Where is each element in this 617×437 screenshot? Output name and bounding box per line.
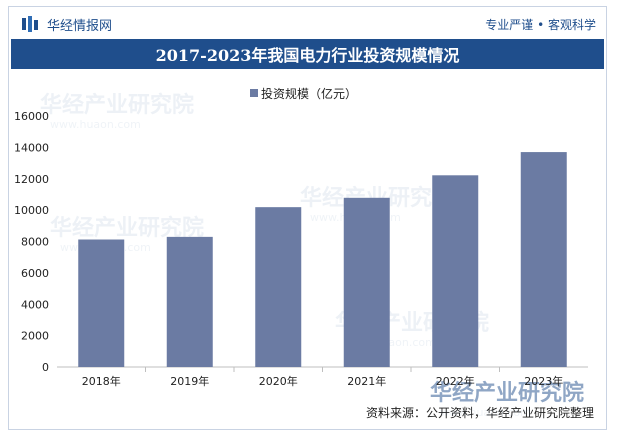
- y-tick-label: 6000: [21, 267, 49, 280]
- x-tick-label: 2023年: [524, 374, 563, 388]
- x-tick-label: 2018年: [82, 374, 121, 388]
- x-tick-label: 2022年: [436, 374, 475, 388]
- chart-title: 2017-2023年我国电力行业投资规模情况: [11, 39, 604, 69]
- y-tick-label: 10000: [14, 204, 49, 217]
- source-note: 资料来源：公开资料，华经产业研究院整理: [365, 406, 594, 420]
- bars: [78, 152, 567, 367]
- brand-name: 华经情报网: [47, 18, 113, 34]
- brand: 华经情报网: [21, 14, 112, 34]
- y-tick-label: 16000: [14, 110, 49, 123]
- brand-logo-icon: [22, 16, 38, 32]
- tagline: 专业严谨 • 客观科学: [485, 18, 596, 32]
- axes: 0 2000 4000 6000 8000 10000 12000 14000 16000 201…: [14, 110, 588, 388]
- legend-label: 投资规模（亿元）: [261, 86, 357, 101]
- watermark-text: 华经产业研究院: [430, 380, 584, 406]
- bar-5: [520, 152, 567, 367]
- bar-2: [255, 207, 302, 367]
- y-tick-label: 0: [42, 361, 49, 374]
- y-tick-label: 4000: [21, 298, 49, 311]
- y-tick-label: 8000: [21, 236, 49, 249]
- y-tick-label: 2000: [21, 330, 49, 343]
- x-tick-label: 2021年: [347, 374, 386, 388]
- legend: 投资规模（亿元）: [250, 86, 357, 101]
- legend-swatch: [250, 89, 258, 97]
- bar-1: [166, 236, 213, 367]
- watermark-url: www.huaon.com: [50, 118, 141, 131]
- watermark-text: 华经产业研究院: [50, 215, 204, 241]
- top-bar: 华经情报网 专业严谨 • 客观科学: [9, 7, 606, 39]
- bar-0: [78, 239, 125, 367]
- bar-4: [432, 175, 479, 367]
- y-tick-label: 12000: [14, 173, 49, 186]
- x-tick-label: 2019年: [170, 374, 209, 388]
- watermark-text: 华经产业研究院: [40, 92, 194, 118]
- bar-3: [343, 197, 390, 367]
- watermark-url: www.huaon.com: [440, 406, 531, 419]
- x-tick-label: 2020年: [259, 374, 298, 388]
- y-tick-label: 14000: [14, 141, 49, 154]
